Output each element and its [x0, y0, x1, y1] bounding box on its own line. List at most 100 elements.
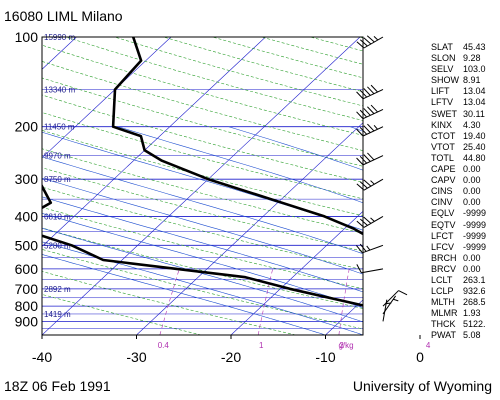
mixing-ratio-label: 0.4	[158, 341, 170, 350]
index-row: BRCH 0.00	[431, 253, 486, 264]
index-name: LFCT	[431, 230, 454, 241]
index-row: TOTL 44.80	[431, 153, 486, 164]
dry-adiabat	[42, 167, 363, 252]
index-value: 0.00	[463, 186, 481, 197]
dry-adiabat	[42, 112, 363, 200]
dry-adiabat	[42, 206, 363, 290]
moist-adiabat	[42, 254, 326, 335]
x-tick-label: 0	[416, 349, 424, 365]
index-name: KINX	[431, 119, 453, 130]
index-row: EQLV -9999	[431, 208, 486, 219]
plot-frame	[41, 36, 364, 336]
dry-adiabat	[42, 77, 363, 167]
wind-barb	[356, 152, 384, 166]
index-value: 19.40	[463, 130, 486, 141]
index-value: -9999	[463, 208, 487, 219]
index-row: EQTV -9999	[431, 220, 486, 231]
height-label: 8750 m	[44, 175, 71, 184]
wind-barb	[356, 215, 384, 228]
index-value: 9.28	[463, 53, 481, 64]
index-row: LCLT 263.1	[431, 275, 486, 286]
dry-adiabat	[42, 186, 363, 271]
pressure-tick-label: 300	[15, 171, 39, 187]
index-value: 0.00	[463, 164, 481, 175]
isotherm-line	[42, 37, 361, 335]
index-value: 45.43	[463, 42, 486, 52]
pressure-tick-label: 200	[15, 119, 39, 135]
index-value: -9999	[463, 230, 487, 241]
index-row: KINX 4.30	[431, 120, 486, 131]
index-row: MLTH 268.5	[431, 297, 486, 308]
index-name: LCLT	[431, 274, 453, 285]
moist-adiabat	[42, 196, 363, 293]
pressure-tick-label: 800	[15, 298, 39, 314]
pressure-tick-label: 700	[15, 281, 39, 297]
index-row: LCLP 932.6	[431, 286, 486, 297]
index-row: CAPV 0.00	[431, 175, 486, 186]
wind-barb	[356, 178, 384, 191]
temperature-profile	[111, 37, 363, 236]
footer-credit: University of Wyoming	[352, 378, 492, 394]
wind-barb	[356, 84, 384, 100]
x-tick-label: -20	[221, 349, 241, 365]
index-row: SHOW 8.91	[431, 75, 486, 86]
index-value: 13.04	[463, 97, 486, 108]
dry-adiabat	[42, 94, 363, 183]
moist-adiabat	[42, 241, 363, 335]
height-label: 9970 m	[44, 152, 71, 161]
wind-barb	[356, 123, 384, 137]
isotherm-line	[42, 37, 266, 247]
index-name: SLON	[431, 53, 456, 64]
index-value: 44.80	[463, 152, 486, 163]
index-name: LCLP	[431, 286, 454, 297]
title: 16080 LIML Milano	[4, 8, 123, 24]
index-row: CAPE 0.00	[431, 164, 486, 175]
height-label: 11450 m	[44, 123, 75, 132]
index-row: CTOT 19.40	[431, 131, 486, 142]
dry-adiabat	[42, 61, 363, 151]
wind-barb	[356, 264, 384, 274]
index-name: PWAT	[431, 330, 456, 341]
index-value: 0.00	[463, 252, 481, 263]
moist-adiabat	[117, 126, 363, 204]
dewpoint-profile	[42, 183, 363, 307]
x-tick-label: -30	[126, 349, 146, 365]
index-name: LFCV	[431, 241, 455, 252]
height-label: 6810 m	[44, 212, 71, 221]
dry-adiabat	[42, 271, 296, 335]
mixing-ratio-line	[338, 268, 350, 335]
index-name: EQTV	[431, 219, 456, 230]
index-row: SELV 103.0	[431, 64, 486, 75]
index-row: VTOT 25.40	[431, 142, 486, 153]
index-name: SWET	[431, 108, 457, 119]
index-name: THCK	[431, 319, 456, 330]
index-row: CINV 0.00	[431, 197, 486, 208]
index-row: BRCV 0.00	[431, 264, 486, 275]
wind-barb	[356, 35, 384, 49]
index-name: SHOW	[431, 75, 459, 86]
index-value: 13.04	[463, 86, 486, 97]
index-value: 1.93	[463, 308, 481, 319]
wind-barb	[356, 104, 384, 120]
pressure-tick-label: 400	[15, 208, 39, 224]
mixing-ratio-line	[159, 268, 180, 335]
index-row: CINS 0.00	[431, 186, 486, 197]
index-value: 103.0	[463, 64, 486, 75]
index-row: LFTV 13.04	[431, 97, 486, 108]
index-row: SWET 30.11	[431, 109, 486, 120]
pressure-tick-label: 600	[15, 261, 39, 277]
index-value: 932.6	[463, 286, 486, 297]
index-row: MLMR 1.93	[431, 308, 486, 319]
dry-adiabat	[42, 148, 363, 234]
x-tick-label: -10	[315, 349, 335, 365]
wind-barb	[356, 243, 384, 254]
mixing-ratio-label: 2	[339, 341, 344, 350]
index-name: MLTH	[431, 297, 455, 308]
mixing-ratio-label: g/kg	[338, 341, 353, 350]
index-name: CAPV	[431, 175, 456, 186]
index-value: 8.91	[463, 75, 481, 86]
dry-adiabat	[42, 44, 363, 136]
index-value: 25.40	[463, 141, 486, 152]
moist-adiabat	[42, 177, 363, 275]
